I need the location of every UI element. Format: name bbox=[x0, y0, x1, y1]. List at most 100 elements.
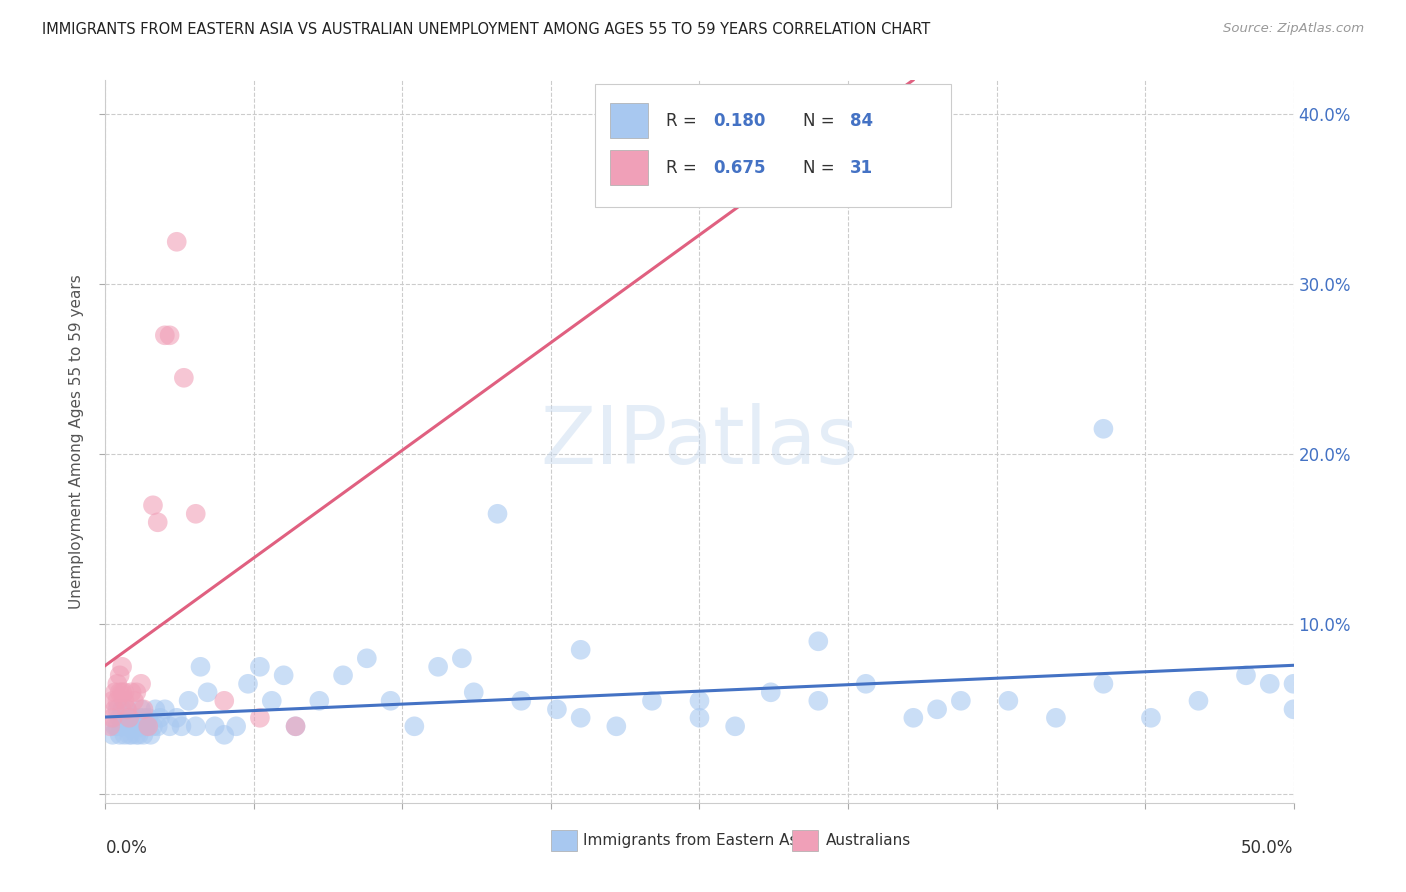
Point bbox=[380, 694, 402, 708]
Point bbox=[855, 677, 877, 691]
Text: 84: 84 bbox=[851, 112, 873, 130]
Point bbox=[1045, 711, 1067, 725]
Point bbox=[142, 498, 165, 512]
Point bbox=[1282, 702, 1305, 716]
Point bbox=[486, 507, 509, 521]
Point bbox=[689, 694, 711, 708]
Point bbox=[184, 719, 207, 733]
Point bbox=[159, 328, 181, 343]
Point bbox=[249, 660, 271, 674]
Point bbox=[118, 728, 141, 742]
Point bbox=[105, 702, 128, 716]
Point bbox=[136, 711, 159, 725]
Point bbox=[104, 685, 127, 699]
Point bbox=[153, 328, 176, 343]
Point bbox=[104, 719, 127, 733]
Point bbox=[356, 651, 378, 665]
Point bbox=[108, 668, 131, 682]
Point bbox=[105, 719, 128, 733]
Point bbox=[111, 685, 134, 699]
Point bbox=[153, 702, 176, 716]
Point bbox=[146, 516, 169, 530]
Point bbox=[159, 719, 181, 733]
Point bbox=[114, 728, 136, 742]
Point bbox=[807, 694, 830, 708]
Point bbox=[273, 668, 295, 682]
Text: 50.0%: 50.0% bbox=[1241, 838, 1294, 857]
Point bbox=[128, 728, 150, 742]
Point bbox=[101, 711, 124, 725]
Point bbox=[143, 702, 166, 716]
Point bbox=[121, 728, 143, 742]
Text: N =: N = bbox=[803, 112, 839, 130]
Point bbox=[1187, 694, 1209, 708]
Point bbox=[98, 719, 121, 733]
Point bbox=[284, 719, 307, 733]
Point bbox=[114, 694, 136, 708]
Point bbox=[115, 719, 138, 733]
Bar bbox=[610, 103, 648, 138]
Point bbox=[177, 694, 200, 708]
Text: 0.675: 0.675 bbox=[714, 160, 766, 178]
Point bbox=[1258, 677, 1281, 691]
Point bbox=[569, 642, 592, 657]
Point bbox=[173, 371, 195, 385]
Point bbox=[214, 694, 236, 708]
Point bbox=[284, 719, 307, 733]
Point bbox=[108, 728, 131, 742]
Point bbox=[135, 719, 157, 733]
Point bbox=[450, 651, 472, 665]
Point bbox=[308, 694, 330, 708]
Text: 31: 31 bbox=[851, 160, 873, 178]
Point bbox=[463, 685, 485, 699]
Point bbox=[190, 660, 212, 674]
Point bbox=[569, 711, 592, 725]
Point bbox=[903, 711, 925, 725]
Point bbox=[125, 719, 148, 733]
Point bbox=[236, 677, 259, 691]
Point bbox=[510, 694, 533, 708]
Point bbox=[166, 235, 188, 249]
Point bbox=[214, 728, 236, 742]
Point bbox=[724, 719, 747, 733]
Point bbox=[136, 719, 159, 733]
Point bbox=[132, 711, 155, 725]
Point bbox=[111, 702, 134, 716]
Point bbox=[1282, 677, 1305, 691]
Point bbox=[128, 711, 150, 725]
Point bbox=[1092, 677, 1115, 691]
Text: IMMIGRANTS FROM EASTERN ASIA VS AUSTRALIAN UNEMPLOYMENT AMONG AGES 55 TO 59 YEAR: IMMIGRANTS FROM EASTERN ASIA VS AUSTRALI… bbox=[42, 22, 931, 37]
Point bbox=[105, 677, 128, 691]
Point bbox=[121, 685, 143, 699]
Point bbox=[249, 711, 271, 725]
Point bbox=[111, 660, 134, 674]
Point bbox=[132, 728, 155, 742]
Point bbox=[142, 719, 165, 733]
Point bbox=[997, 694, 1019, 708]
Point bbox=[332, 668, 354, 682]
Text: 0.180: 0.180 bbox=[714, 112, 766, 130]
Point bbox=[114, 685, 136, 699]
Point bbox=[129, 677, 152, 691]
Text: ZIPatlas: ZIPatlas bbox=[540, 402, 859, 481]
Text: N =: N = bbox=[803, 160, 839, 178]
Text: R =: R = bbox=[666, 160, 702, 178]
Point bbox=[111, 719, 134, 733]
Point bbox=[759, 685, 782, 699]
Text: Source: ZipAtlas.com: Source: ZipAtlas.com bbox=[1223, 22, 1364, 36]
Point bbox=[101, 694, 124, 708]
Point bbox=[260, 694, 283, 708]
Point bbox=[118, 711, 141, 725]
Point bbox=[118, 711, 141, 725]
Point bbox=[122, 711, 145, 725]
Point bbox=[184, 507, 207, 521]
Point bbox=[149, 711, 172, 725]
Point bbox=[1140, 711, 1163, 725]
Bar bbox=[792, 830, 818, 851]
Y-axis label: Unemployment Among Ages 55 to 59 years: Unemployment Among Ages 55 to 59 years bbox=[69, 274, 84, 609]
Point bbox=[104, 702, 127, 716]
Point bbox=[807, 634, 830, 648]
Point bbox=[132, 702, 155, 716]
Point bbox=[125, 728, 148, 742]
Point bbox=[115, 702, 138, 716]
